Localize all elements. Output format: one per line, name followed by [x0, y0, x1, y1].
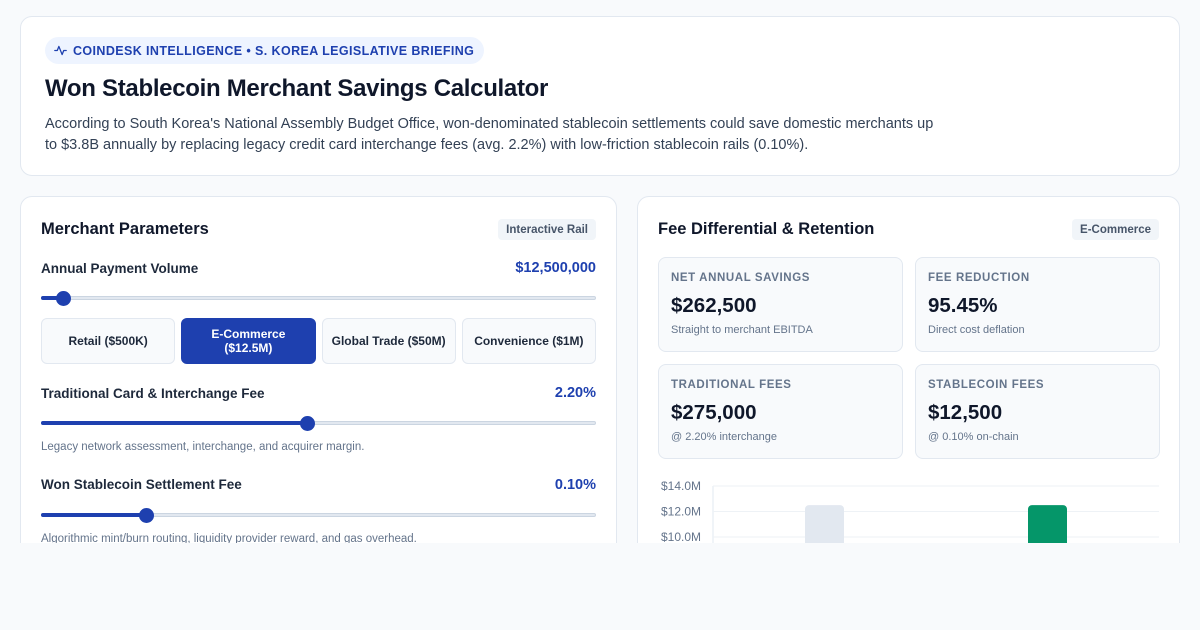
card-fee-value: 2.20% — [554, 385, 596, 401]
preset-retail-button[interactable]: Retail ($500K) — [41, 318, 176, 364]
panel-title: Fee Differential & Retention — [658, 220, 875, 238]
stat-subtext: @ 0.10% on-chain — [928, 431, 1019, 443]
page-description: According to South Korea's National Asse… — [45, 116, 934, 153]
stable-fee-label: Won Stablecoin Settlement Fee — [41, 477, 242, 492]
preset-group: Retail ($500K) E-Commerce ($12.5M) Globa… — [41, 318, 596, 364]
chart-bar-traditional — [805, 505, 844, 543]
stat-label: TRADITIONAL FEES — [671, 379, 792, 391]
card-fee-label: Traditional Card & Interchange Fee — [41, 386, 265, 401]
slider-thumb[interactable] — [300, 416, 316, 431]
stat-value: 95.45% — [928, 294, 998, 317]
volume-slider[interactable] — [41, 291, 596, 306]
preset-convenience-button[interactable]: Convenience ($1M) — [461, 318, 596, 364]
chart-bar-stablecoin — [1028, 505, 1067, 543]
volume-label: Annual Payment Volume — [41, 261, 199, 276]
fee-differential-panel: Fee Differential & Retention E-Commerce … — [637, 196, 1180, 543]
stable-fee-slider[interactable] — [41, 508, 596, 523]
stat-label: STABLECOIN FEES — [928, 379, 1045, 391]
stat-subtext: Straight to merchant EBITDA — [671, 324, 813, 336]
card-fee-slider[interactable] — [41, 416, 596, 431]
stablecoin-fees-card: STABLECOIN FEES $12,500 @ 0.10% on-chain — [915, 364, 1160, 459]
stat-subtext: @ 2.20% interchange — [671, 431, 777, 443]
stat-label: FEE REDUCTION — [928, 272, 1030, 284]
chart-y-tick-label: $14.0M — [661, 479, 701, 493]
chart-y-tick-label: $10.0M — [661, 530, 701, 543]
stat-label: NET ANNUAL SAVINGS — [671, 272, 811, 284]
header-card: COINDESK INTELLIGENCE • S. KOREA LEGISLA… — [20, 16, 1180, 176]
segment-tag: E-Commerce — [1072, 219, 1159, 240]
slider-track — [41, 296, 596, 300]
slider-thumb[interactable] — [139, 508, 155, 523]
fee-comparison-chart: $14.0M $12.0M $10.0M — [661, 479, 1159, 543]
merchant-parameters-panel: Merchant Parameters Interactive Rail Ann… — [20, 196, 617, 543]
traditional-fees-card: TRADITIONAL FEES $275,000 @ 2.20% interc… — [658, 364, 903, 459]
stat-value: $275,000 — [671, 401, 757, 424]
slider-fill — [41, 513, 147, 517]
stable-fee-value: 0.10% — [554, 477, 596, 493]
stat-subtext: Direct cost deflation — [928, 324, 1025, 336]
stat-value: $262,500 — [671, 294, 757, 317]
slider-thumb[interactable] — [56, 291, 72, 306]
preset-global-trade-button[interactable]: Global Trade ($50M) — [321, 318, 456, 364]
source-badge-text: COINDESK INTELLIGENCE • S. KOREA LEGISLA… — [73, 43, 475, 58]
activity-pulse-icon — [54, 45, 67, 56]
volume-value: $12,500,000 — [515, 260, 596, 276]
source-badge: COINDESK INTELLIGENCE • S. KOREA LEGISLA… — [45, 37, 485, 64]
preset-ecommerce-button[interactable]: E-Commerce ($12.5M) — [181, 318, 316, 364]
slider-fill — [41, 421, 308, 425]
stable-fee-hint: Algorithmic mint/burn routing, liquidity… — [41, 533, 417, 543]
page-title: Won Stablecoin Merchant Savings Calculat… — [45, 75, 549, 102]
fee-reduction-card: FEE REDUCTION 95.45% Direct cost deflati… — [915, 257, 1160, 352]
slider-fill — [41, 296, 64, 300]
chart-y-tick-label: $12.0M — [661, 505, 701, 519]
panel-tag: Interactive Rail — [498, 219, 596, 240]
app-viewport: COINDESK INTELLIGENCE • S. KOREA LEGISLA… — [20, 16, 1180, 543]
net-savings-card: NET ANNUAL SAVINGS $262,500 Straight to … — [658, 257, 903, 352]
stat-value: $12,500 — [928, 401, 1003, 424]
panel-title: Merchant Parameters — [41, 220, 209, 238]
card-fee-hint: Legacy network assessment, interchange, … — [41, 441, 365, 453]
